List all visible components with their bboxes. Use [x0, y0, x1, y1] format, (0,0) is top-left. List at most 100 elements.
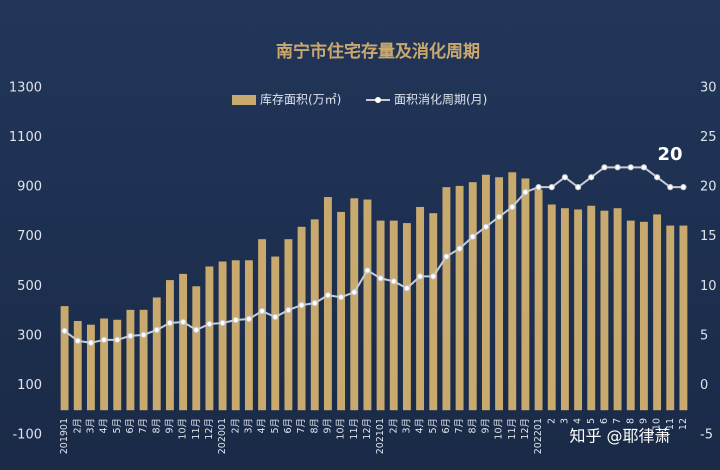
point	[535, 184, 542, 191]
bar	[218, 261, 227, 411]
bar	[139, 309, 148, 411]
bar	[192, 286, 201, 411]
y2-tick-label: 10	[700, 279, 717, 294]
x-tick-label: 2月	[388, 418, 399, 434]
x-tick-label: 8	[625, 418, 636, 424]
y-tick-label: -100	[12, 428, 42, 443]
bar	[310, 219, 319, 411]
bar	[126, 309, 135, 411]
x-tick-label: 7	[612, 418, 623, 424]
point	[74, 337, 81, 344]
point	[403, 285, 411, 292]
point	[653, 174, 661, 181]
point	[193, 326, 200, 334]
point	[61, 327, 68, 334]
bar	[86, 324, 95, 411]
x-tick-label: 10月	[494, 418, 505, 440]
legend-swatch	[232, 95, 256, 105]
point	[482, 223, 490, 230]
point	[548, 184, 555, 191]
bar	[521, 178, 530, 411]
bar	[231, 260, 240, 411]
x-tick-label: 10月	[336, 418, 347, 440]
x-tick-label: 5月	[270, 418, 281, 434]
point	[588, 174, 595, 181]
bar	[402, 223, 411, 411]
bar	[376, 220, 385, 411]
legend-label: 面积消化周期(月)	[394, 93, 487, 107]
bar	[363, 199, 372, 411]
bar	[508, 172, 517, 411]
point	[509, 203, 516, 211]
legend-label: 库存面积(万㎡)	[260, 92, 341, 107]
bar	[666, 225, 675, 411]
point	[127, 332, 134, 339]
x-tick-label: 6月	[125, 418, 136, 434]
x-tick-label: 5月	[428, 418, 439, 434]
point	[456, 245, 463, 252]
annotation: 20	[657, 144, 682, 165]
x-tick-label: 11	[665, 418, 676, 430]
point	[614, 164, 621, 171]
x-tick-label: 8月	[467, 418, 478, 434]
y-tick-label: 300	[17, 328, 42, 343]
point	[219, 319, 226, 327]
x-tick-label: 7月	[454, 418, 465, 434]
legend-swatch	[375, 97, 381, 103]
point	[206, 320, 213, 328]
y-tick-label: 700	[17, 229, 42, 244]
point	[601, 164, 608, 171]
bar	[323, 197, 332, 411]
bar	[626, 220, 635, 411]
bar	[113, 319, 122, 411]
point	[258, 307, 266, 315]
point	[495, 213, 503, 220]
x-tick-label: 8月	[151, 418, 162, 434]
x-tick-label: 11月	[349, 418, 360, 440]
x-tick-label: 7月	[296, 418, 307, 434]
x-tick-label: 202201	[533, 418, 544, 454]
point	[574, 184, 582, 191]
x-tick-label: 4	[573, 418, 584, 424]
x-tick-label: 3月	[401, 418, 412, 434]
bar	[60, 306, 69, 411]
point	[561, 174, 569, 181]
bar	[350, 198, 359, 411]
x-tick-label: 201901	[59, 418, 70, 454]
point	[522, 189, 529, 196]
x-tick-label: 6月	[441, 418, 452, 434]
x-tick-label: 11月	[507, 418, 518, 440]
x-tick-label: 11月	[191, 418, 202, 440]
x-tick-label: 3	[559, 418, 570, 424]
y-tick-label: 1100	[9, 130, 42, 145]
y2-tick-label: 25	[700, 130, 717, 145]
y2-tick-label: 15	[700, 229, 717, 244]
y-tick-label: 500	[17, 279, 42, 294]
point	[311, 300, 318, 307]
x-tick-label: 10	[652, 418, 663, 430]
point	[680, 184, 687, 191]
bar	[429, 213, 438, 411]
x-tick-label: 9月	[164, 418, 175, 434]
x-tick-label: 5月	[112, 418, 123, 434]
x-tick-label: 9	[638, 418, 649, 424]
bar	[442, 187, 451, 411]
x-tick-label: 9月	[480, 418, 491, 434]
point	[232, 316, 239, 324]
point	[667, 184, 674, 191]
point	[416, 273, 424, 280]
x-tick-label: 6月	[283, 418, 294, 434]
bar	[271, 256, 280, 411]
point	[153, 326, 160, 334]
point	[351, 289, 358, 296]
x-tick-label: 4月	[257, 418, 268, 434]
bar	[297, 226, 306, 411]
point	[298, 302, 305, 309]
point	[627, 164, 634, 171]
point	[100, 336, 108, 343]
bar	[165, 280, 174, 411]
point	[272, 313, 279, 321]
x-tick-label: 6	[599, 418, 610, 424]
y-tick-label: 900	[17, 180, 42, 195]
